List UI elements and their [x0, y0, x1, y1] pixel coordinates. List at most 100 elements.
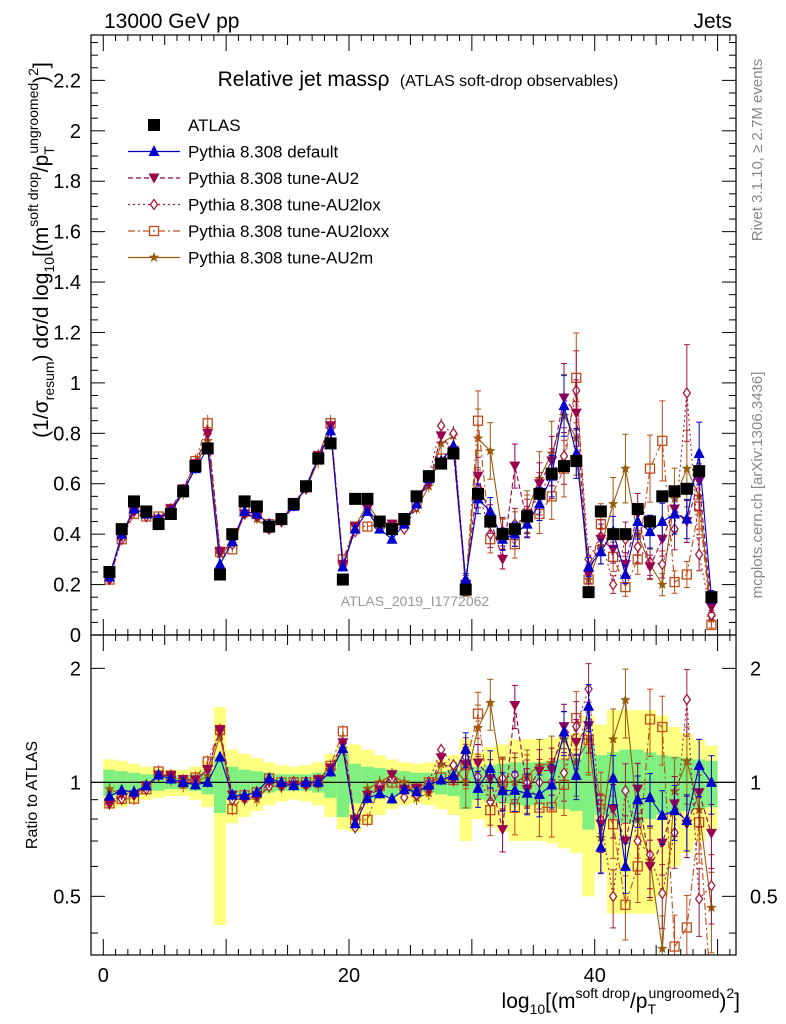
- data-point: [620, 463, 631, 474]
- y-tick-label: 0.4: [53, 524, 81, 546]
- ratio-point: [608, 890, 618, 903]
- ratio-point: [104, 783, 115, 794]
- data-point: [103, 565, 116, 578]
- x-tick-label: 20: [338, 965, 360, 987]
- ratio-band-inner: [213, 756, 227, 814]
- ratio-point: [633, 834, 643, 848]
- legend-label: Pythia 8.308 tune-AU2m: [188, 249, 373, 268]
- series-line: [108, 377, 712, 625]
- ratio-point: [165, 772, 177, 784]
- y-tick-label: 2.2: [53, 70, 81, 92]
- data-point: [214, 547, 226, 558]
- ratio-panel-frame: [90, 634, 737, 956]
- data-point: [558, 399, 570, 411]
- rivet-version-label: Rivet 3.1.10, ≥ 2.7M events: [749, 59, 766, 242]
- data-point: [521, 510, 534, 523]
- data-point: [214, 568, 226, 581]
- ratio-point: [472, 708, 484, 719]
- ratio-point: [521, 786, 533, 798]
- ratio-y-axis-label: Ratio to ATLAS: [24, 741, 41, 849]
- data-point: [324, 437, 337, 450]
- ratio-y-tick-label: 2: [70, 658, 81, 680]
- data-point: [656, 490, 669, 503]
- data-point: [349, 522, 361, 534]
- svg-text:(1/σresum) dσ/d log10[(msoft d: (1/σresum) dσ/d log10[(msoft drop/pTungr…: [25, 62, 57, 438]
- legend-marker: [148, 252, 160, 262]
- ratio-point: [694, 892, 704, 906]
- ratio-point: [657, 721, 668, 733]
- legend-marker: [148, 145, 160, 156]
- ratio-point: [620, 694, 631, 705]
- ratio-point: [399, 791, 409, 804]
- ratio-point: [214, 725, 226, 736]
- ratio-point: [116, 783, 128, 795]
- svg-text:log10[(msoft drop/pTungroomed): log10[(msoft drop/pTungroomed)2]: [502, 985, 740, 1017]
- ratio-point: [509, 783, 521, 795]
- data-point: [201, 442, 214, 455]
- x-tick-label: 0: [98, 965, 109, 987]
- data-point: [214, 557, 226, 569]
- data-point: [533, 479, 545, 490]
- data-point: [595, 545, 607, 557]
- data-point: [459, 583, 472, 596]
- ratio-point: [300, 775, 312, 787]
- ratio-point: [681, 813, 693, 825]
- ratio-point: [140, 779, 152, 791]
- data-point: [373, 515, 386, 528]
- data-point: [250, 500, 263, 513]
- data-point: [449, 427, 458, 440]
- ratio-point: [202, 775, 214, 787]
- data-point: [545, 467, 558, 480]
- ratio-point: [669, 804, 681, 816]
- data-point: [300, 480, 312, 493]
- ratio-point: [337, 726, 349, 737]
- legend-marker: [148, 119, 160, 131]
- series-line: [108, 390, 712, 615]
- ratio-point: [644, 791, 656, 803]
- series-0: [103, 437, 718, 604]
- ratio-point: [657, 943, 668, 954]
- data-point: [239, 504, 251, 516]
- x-axis-label: log10[(msoft drop/pTungroomed)2]: [502, 985, 740, 1017]
- y-axis-label: (1/σresum) dσ/d log10[(msoft drop/pTungr…: [25, 62, 57, 438]
- data-point: [669, 576, 680, 588]
- ratio-point: [485, 697, 496, 708]
- ratio-point: [595, 819, 607, 830]
- data-point: [361, 504, 373, 516]
- ratio-point: [570, 768, 582, 780]
- data-point: [386, 523, 398, 536]
- main-panel-series: [103, 332, 718, 631]
- y-tick-label: 1.6: [53, 222, 81, 244]
- header-energy-label: 13000 GeV pp: [104, 10, 239, 33]
- data-point: [607, 498, 619, 509]
- ratio-panel-series: [103, 663, 717, 955]
- data-point: [558, 460, 570, 473]
- data-point: [570, 455, 583, 468]
- data-point: [485, 445, 496, 456]
- ratio-point: [103, 789, 115, 801]
- data-point: [435, 457, 448, 470]
- ratio-point: [707, 879, 716, 892]
- data-point: [656, 515, 668, 527]
- ratio-y-tick-label-right: 0.5: [750, 886, 778, 908]
- ratio-point: [546, 778, 558, 790]
- ratio-point: [447, 769, 459, 781]
- legend-marker: [149, 198, 159, 211]
- header-jets-label: Jets: [693, 10, 732, 33]
- ratio-point: [251, 785, 263, 797]
- data-point: [497, 554, 509, 565]
- ratio-point: [103, 798, 115, 809]
- ratio-point: [533, 766, 545, 777]
- ratio-point: [177, 775, 189, 787]
- ratio-point: [644, 714, 656, 725]
- ratio-point: [411, 785, 423, 797]
- data-point: [533, 497, 545, 509]
- ratio-series-line: [109, 705, 712, 869]
- data-point: [657, 579, 668, 590]
- ratio-point: [669, 941, 680, 952]
- ratio-point: [263, 772, 275, 784]
- ratio-point: [472, 758, 484, 769]
- data-point: [681, 512, 693, 524]
- ratio-point: [398, 783, 410, 795]
- data-point: [607, 528, 620, 541]
